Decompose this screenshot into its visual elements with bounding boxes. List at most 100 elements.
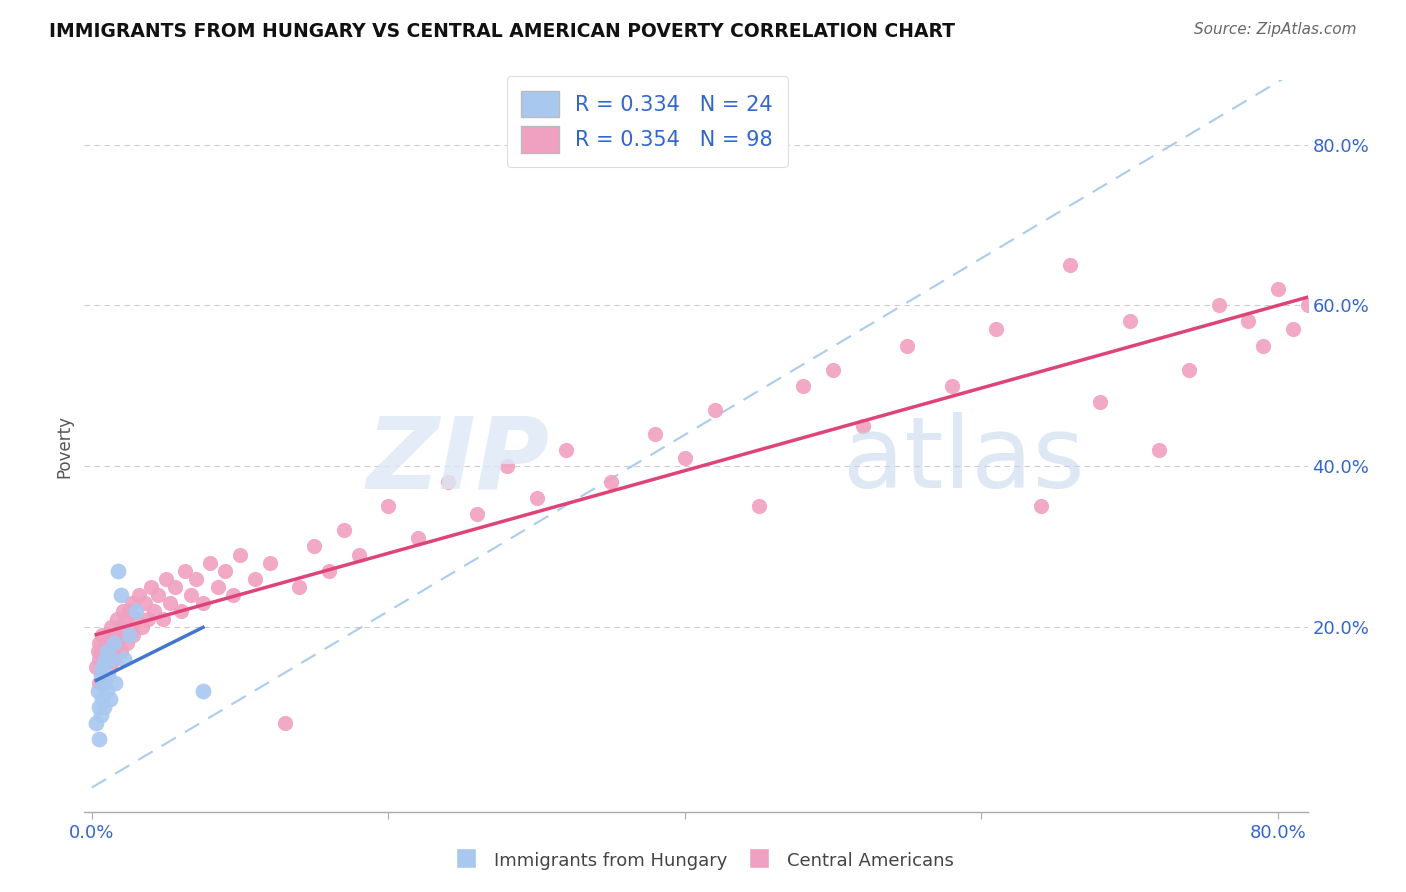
Point xyxy=(96,644,118,658)
Text: IMMIGRANTS FROM HUNGARY VS CENTRAL AMERICAN POVERTY CORRELATION CHART: IMMIGRANTS FROM HUNGARY VS CENTRAL AMERI… xyxy=(49,22,955,41)
Point xyxy=(318,564,340,578)
Point xyxy=(159,596,181,610)
Point xyxy=(86,644,108,658)
Point xyxy=(91,660,114,674)
Point xyxy=(89,652,111,666)
Point xyxy=(86,684,108,698)
Point xyxy=(94,636,117,650)
Point xyxy=(97,652,120,666)
Point xyxy=(207,580,229,594)
Point xyxy=(97,668,120,682)
Point xyxy=(259,556,281,570)
Point xyxy=(89,732,111,747)
Text: ZIP: ZIP xyxy=(366,412,550,509)
Point xyxy=(748,500,770,514)
Point xyxy=(155,572,177,586)
Point xyxy=(555,443,578,458)
Point xyxy=(91,660,114,674)
Point xyxy=(406,532,429,546)
Point xyxy=(93,700,115,714)
Point xyxy=(121,596,143,610)
Point xyxy=(122,628,145,642)
Point xyxy=(91,692,114,706)
Point xyxy=(333,524,356,538)
Point xyxy=(1281,322,1303,336)
Point xyxy=(347,548,370,562)
Point xyxy=(118,604,141,618)
Point xyxy=(673,451,696,466)
Point xyxy=(599,475,621,490)
Point xyxy=(111,604,134,618)
Point xyxy=(1208,298,1230,312)
Point xyxy=(986,322,1008,336)
Point xyxy=(120,620,142,634)
Point xyxy=(112,652,135,666)
Point xyxy=(288,580,311,594)
Point xyxy=(90,668,112,682)
Point xyxy=(89,676,111,690)
Point xyxy=(101,644,124,658)
Point xyxy=(91,628,114,642)
Point xyxy=(143,604,166,618)
Point xyxy=(1312,258,1334,272)
Point xyxy=(1326,362,1348,376)
Point xyxy=(229,548,252,562)
Point xyxy=(174,564,197,578)
Point xyxy=(214,564,236,578)
Point xyxy=(823,362,845,376)
Point xyxy=(110,588,132,602)
Point xyxy=(792,378,814,392)
Point xyxy=(90,708,112,723)
Point xyxy=(93,676,115,690)
Point xyxy=(1118,314,1140,328)
Point xyxy=(104,676,127,690)
Point xyxy=(221,588,243,602)
Point xyxy=(243,572,266,586)
Point xyxy=(1088,394,1111,409)
Point xyxy=(94,660,117,674)
Point xyxy=(89,636,111,650)
Point xyxy=(436,475,458,490)
Point xyxy=(96,668,118,682)
Point xyxy=(94,652,117,666)
Point xyxy=(98,636,121,650)
Point xyxy=(105,612,128,626)
Text: Source: ZipAtlas.com: Source: ZipAtlas.com xyxy=(1194,22,1357,37)
Point xyxy=(100,620,122,634)
Point xyxy=(108,620,131,634)
Point xyxy=(89,700,111,714)
Point xyxy=(1029,500,1052,514)
Point xyxy=(163,580,186,594)
Point xyxy=(1237,314,1260,328)
Point xyxy=(139,580,162,594)
Point xyxy=(465,508,488,522)
Point xyxy=(191,684,214,698)
Point xyxy=(125,604,148,618)
Point xyxy=(941,378,963,392)
Point xyxy=(136,612,159,626)
Text: atlas: atlas xyxy=(842,412,1084,509)
Legend: Immigrants from Hungary, Central Americans: Immigrants from Hungary, Central America… xyxy=(446,842,960,879)
Point xyxy=(98,692,121,706)
Point xyxy=(200,556,222,570)
Point xyxy=(103,628,125,642)
Point xyxy=(896,338,918,352)
Point xyxy=(377,500,399,514)
Point xyxy=(131,620,153,634)
Point xyxy=(1267,282,1289,296)
Point xyxy=(526,491,548,506)
Point xyxy=(644,426,666,441)
Point xyxy=(1059,258,1081,272)
Point xyxy=(128,588,150,602)
Point xyxy=(84,660,107,674)
Point xyxy=(96,644,118,658)
Point xyxy=(110,644,132,658)
Point xyxy=(302,540,325,554)
Point xyxy=(273,716,295,731)
Point xyxy=(1149,443,1171,458)
Point xyxy=(703,402,725,417)
Point xyxy=(115,612,138,626)
Point xyxy=(184,572,207,586)
Point xyxy=(107,564,129,578)
Point xyxy=(103,636,125,650)
